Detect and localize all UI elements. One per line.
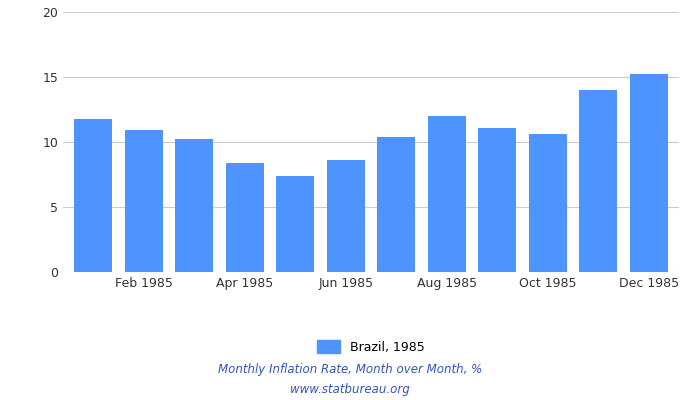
Text: Monthly Inflation Rate, Month over Month, %: Monthly Inflation Rate, Month over Month… (218, 364, 482, 376)
Bar (276, 176, 314, 272)
Bar (528, 134, 567, 272)
Bar (580, 90, 617, 272)
Bar (74, 118, 112, 272)
Bar (226, 163, 264, 272)
Bar (327, 160, 365, 272)
Text: www.statbureau.org: www.statbureau.org (290, 384, 410, 396)
Bar (478, 128, 516, 272)
Bar (377, 137, 415, 272)
Legend: Brazil, 1985: Brazil, 1985 (312, 336, 430, 359)
Bar (630, 74, 668, 272)
Bar (125, 130, 162, 272)
Bar (175, 139, 214, 272)
Bar (428, 116, 466, 272)
